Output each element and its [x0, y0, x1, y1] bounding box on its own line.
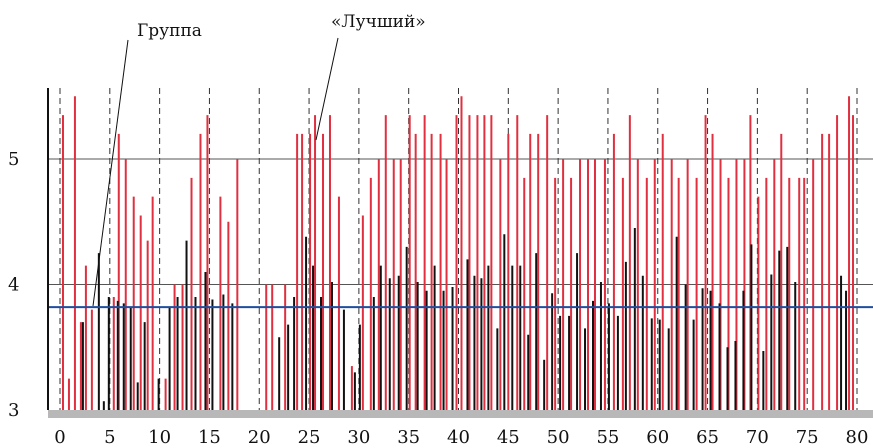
x-tick-label-5: 5 [104, 427, 115, 448]
x-tick-label-40: 40 [447, 427, 470, 448]
x-tick-label-10: 10 [148, 427, 171, 448]
chart-axes [47, 88, 873, 418]
x-tick-label-30: 30 [347, 427, 370, 448]
best-label-leader [315, 37, 339, 141]
x-tick-label-55: 55 [596, 427, 619, 448]
x-tick-label-60: 60 [646, 427, 669, 448]
y-tick-label-5: 5 [8, 149, 19, 170]
x-tick-label-70: 70 [746, 427, 769, 448]
chart-bars [61, 96, 855, 410]
best-label: «Лучший» [331, 12, 426, 32]
x-tick-label-80: 80 [846, 427, 869, 448]
x-tick-label-50: 50 [547, 427, 570, 448]
x-axis-band [48, 410, 873, 418]
x-tick-label-35: 35 [397, 427, 420, 448]
chart-annotations: Группа «Лучший» [92, 12, 426, 307]
x-tick-label-15: 15 [198, 427, 221, 448]
group-label: Группа [137, 21, 202, 41]
x-tick-label-65: 65 [696, 427, 719, 448]
y-tick-label-4: 4 [8, 275, 19, 296]
x-tick-label-45: 45 [497, 427, 520, 448]
y-tick-label-3: 3 [8, 400, 19, 421]
x-tick-label-75: 75 [796, 427, 819, 448]
x-tick-label-25: 25 [298, 427, 321, 448]
group-label-leader [92, 39, 129, 307]
x-tick-label-20: 20 [248, 427, 271, 448]
x-tick-label-0: 0 [54, 427, 65, 448]
